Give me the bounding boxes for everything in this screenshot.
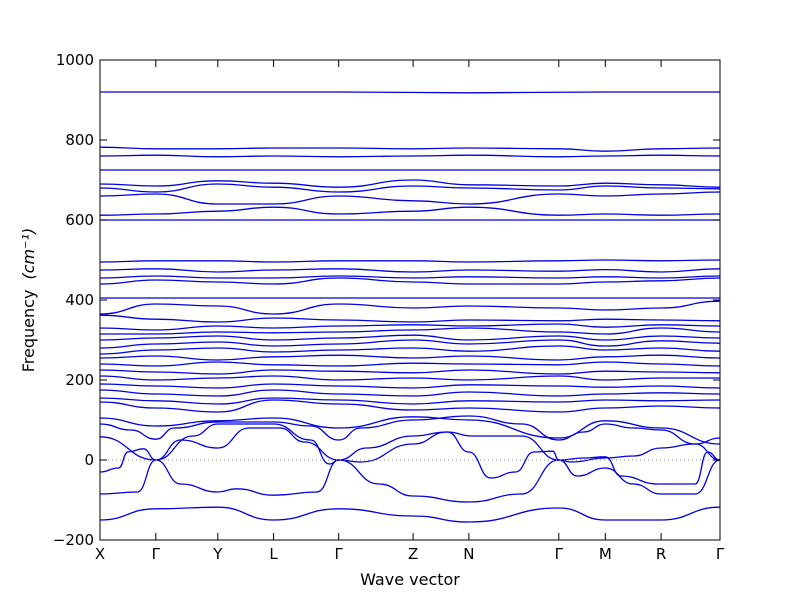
y-tick-label: 600: [65, 211, 94, 229]
y-tick-label: 200: [65, 371, 94, 389]
x-tick-label: L: [269, 545, 278, 563]
x-tick-label: N: [463, 545, 474, 563]
band-line-33: [99, 154, 721, 158]
y-axis-title: Frequency (cm⁻¹): [19, 228, 38, 372]
x-axis-title: Wave vector: [360, 570, 460, 589]
band-line-15: [99, 345, 721, 355]
band-line-18: [100, 327, 721, 335]
band-line-19: [99, 323, 721, 331]
y-tick-label: −200: [53, 531, 94, 549]
y-axis-title-unit: (cm⁻¹): [19, 228, 38, 280]
y-tick-label: 0: [84, 451, 94, 469]
band-line-13: [99, 361, 721, 367]
band-line-7: [99, 399, 721, 413]
x-tick-label: Y: [212, 545, 223, 563]
band-line-12: [99, 369, 721, 375]
x-tick-label: Γ: [152, 545, 161, 563]
band-line-29: [99, 191, 721, 205]
band-line-35: [100, 91, 720, 94]
band-line-16: [99, 339, 721, 349]
band-line-8: [99, 397, 721, 405]
band-line-17: [99, 334, 721, 341]
band-line-23: [99, 277, 721, 285]
plot-frame: [99, 59, 721, 541]
band-line-24: [99, 275, 721, 279]
band-line-21: [99, 300, 721, 315]
band-line-4: [99, 427, 721, 463]
band-line-20: [99, 314, 721, 323]
band-line-2: [99, 459, 721, 503]
x-tick-label: X: [95, 545, 105, 563]
band-line-9: [99, 389, 721, 397]
band-line-14: [99, 354, 721, 361]
y-tick-label: 800: [65, 131, 94, 149]
band-line-31: [99, 179, 721, 188]
x-tick-label: Γ: [335, 545, 344, 563]
y-tick-label: 400: [65, 291, 94, 309]
band-line-6: [99, 416, 721, 445]
band-line-26: [99, 259, 721, 263]
y-tick-label: 1000: [56, 51, 94, 69]
band-line-30: [99, 183, 721, 193]
band-line-5: [99, 415, 721, 445]
x-tick-label: M: [599, 545, 612, 563]
x-tick-label: R: [656, 545, 666, 563]
band-lines: [99, 91, 721, 523]
band-line-25: [99, 268, 721, 273]
band-line-11: [99, 375, 720, 381]
y-axis-ticks: −200 0 200 400 600 800 1000: [53, 51, 720, 549]
band-line-3: [99, 423, 721, 485]
band-line-34: [99, 146, 721, 152]
x-tick-label: Z: [408, 545, 418, 563]
band-line-1: [99, 506, 721, 523]
band-line-10: [99, 383, 721, 389]
y-axis-title-text: Frequency: [19, 290, 38, 373]
x-tick-label: Γ: [716, 545, 725, 563]
band-line-28: [99, 206, 721, 216]
x-tick-label: Γ: [555, 545, 564, 563]
